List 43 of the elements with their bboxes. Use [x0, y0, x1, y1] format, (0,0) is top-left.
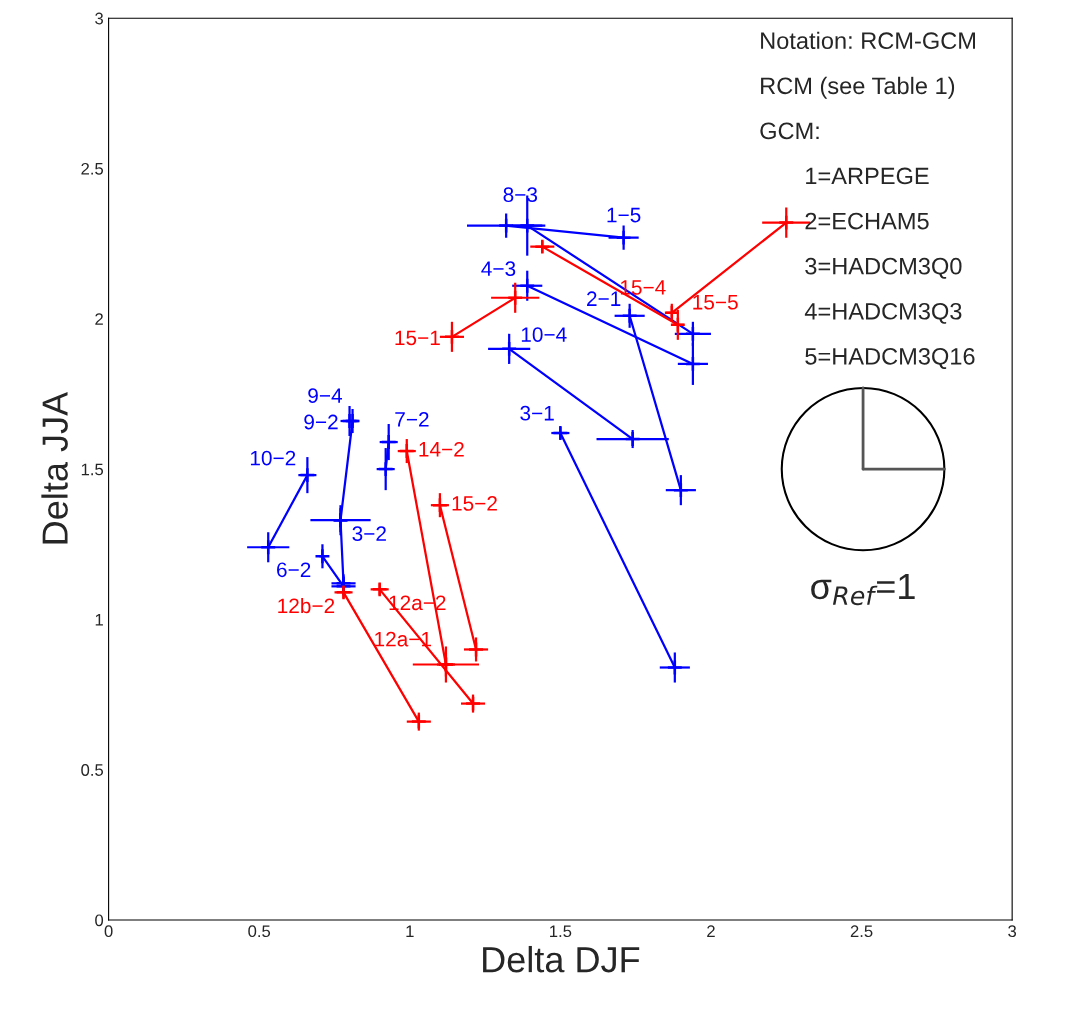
- x-tick-label: 2: [707, 925, 715, 937]
- series-label: 9−4: [308, 388, 342, 403]
- series-label: 15−5: [693, 295, 738, 310]
- annotation: 5=HADCM3Q16: [805, 347, 975, 369]
- series-label: 2−1: [587, 291, 621, 306]
- series-label: 8−3: [503, 187, 538, 203]
- series-label: 15−4: [620, 280, 666, 295]
- y-tick-label: 1: [95, 613, 103, 626]
- annotation: σ$_{Ref}$=1: [811, 574, 915, 606]
- annotation: 4=HADCM3Q3: [804, 302, 962, 324]
- annotation: 2=ECHAM5: [805, 212, 929, 230]
- annotation: 3=HADCM3Q0: [805, 257, 962, 279]
- series-label: 14−2: [419, 441, 464, 457]
- annotation: GCM:: [760, 122, 819, 140]
- y-tick-label: 0.5: [81, 764, 104, 776]
- annotation: Notation: RCM-GCM: [761, 31, 975, 50]
- y-tick-label: 3: [95, 12, 104, 25]
- series-label: 4−3: [481, 261, 516, 277]
- annotation: RCM (see Table 1): [761, 76, 955, 99]
- x-tick-label: 3: [1008, 925, 1017, 938]
- y-tick-label: 0: [95, 914, 104, 927]
- x-tick-label: 2.5: [850, 925, 873, 938]
- series-label: 9−2: [304, 414, 338, 430]
- y-tick-label: 2.5: [81, 162, 104, 175]
- x-tick-label: 0.5: [248, 925, 271, 938]
- series-label: 10−4: [521, 327, 567, 342]
- series-label: 6−2: [277, 562, 311, 578]
- y-tick-label: 1.5: [81, 463, 104, 476]
- series-label: 12b−2: [278, 597, 335, 614]
- series-label: 15−2: [452, 496, 497, 511]
- series-label: 1−5: [607, 207, 641, 223]
- y-tick-label: 2: [95, 313, 103, 325]
- annotation: 1=ARPEGE: [806, 167, 929, 185]
- legend-label: 3−2: [352, 526, 386, 542]
- x-tick-label: 0: [104, 925, 113, 938]
- series-label: 7−2: [395, 412, 429, 427]
- series-label: 15−1: [395, 330, 440, 346]
- y-axis-title: Delta JJA: [41, 391, 68, 544]
- series-label: 3−1: [520, 405, 554, 421]
- series-label: 10−2: [250, 450, 296, 466]
- x-axis-title: Delta DJF: [483, 945, 640, 973]
- x-tick-label: 1.5: [550, 925, 572, 938]
- x-tick-label: 1: [406, 925, 414, 937]
